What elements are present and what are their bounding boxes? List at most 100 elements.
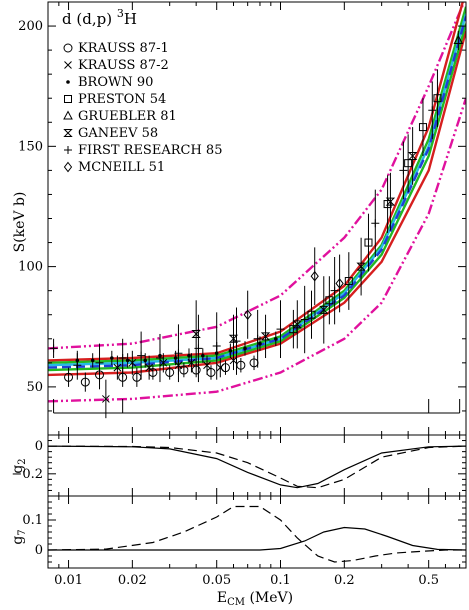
main-point-cross-13: [102, 395, 110, 403]
main-point-plus-71: [428, 106, 437, 115]
legend-marker-triangle: [63, 110, 73, 120]
main-point-plus-63: [212, 341, 221, 350]
main-point-square-38: [307, 310, 316, 319]
main-point-dot-26: [125, 358, 130, 363]
main-point-bowtie-52: [356, 262, 366, 271]
x-tick-label-1: 0.02: [118, 573, 147, 588]
main-point-bowtie-49: [260, 332, 271, 341]
main-point-plus-66: [276, 325, 285, 334]
g7-ylabel-sub: 7: [17, 529, 28, 535]
main-point-bowtie-47: [191, 329, 201, 338]
main-point-cross-16: [145, 363, 153, 372]
main-ytick-label-0: 50: [26, 380, 43, 395]
main-point-diamond-73: [310, 270, 319, 282]
g7-ytick-label-0: 0: [35, 543, 43, 558]
main-point-dot-24: [90, 358, 95, 363]
main-ytick-label-3: 200: [18, 19, 43, 34]
main-curve-2: [48, 2, 464, 362]
g2-ylabel-sub: 2: [17, 458, 28, 464]
legend-label-0: KRAUSS 87-1: [78, 41, 169, 56]
main-point-bowtie-51: [319, 305, 329, 314]
chart-title: d (d,p) 3H: [62, 7, 137, 28]
legend-label-1: KRAUSS 87-2: [78, 58, 169, 73]
main-curve-1: [48, 97, 466, 403]
main-point-plus-55: [49, 344, 58, 353]
g2-ytick-label-0: 0: [35, 439, 43, 454]
main-point-square-40: [344, 277, 353, 286]
main-point-plus-58: [118, 354, 127, 363]
main-point-bowtie-48: [228, 334, 239, 343]
legend-label-3: PRESTON 54: [78, 92, 166, 107]
main-point-triangle-46: [453, 34, 464, 44]
main-point-circle-0: [64, 372, 74, 382]
g7-curve-0: [48, 526, 466, 551]
main-point-plus-61: [174, 349, 183, 358]
g2-ylabel-main: g: [10, 465, 26, 474]
x-tick-label-4: 0.2: [334, 573, 355, 588]
legend-marker-circle: [63, 43, 73, 53]
main-point-plus-70: [399, 166, 408, 175]
main-point-dot-31: [201, 353, 205, 358]
main-point-circle-10: [220, 363, 230, 373]
x-tick-label-3: 0.1: [270, 573, 291, 588]
main-point-circle-1: [80, 377, 90, 387]
title-main: d (d,p): [62, 10, 117, 28]
main-point-dot-30: [187, 353, 191, 358]
x-tick-label-2: 0.05: [202, 573, 231, 588]
main-plot-area: [48, 2, 466, 419]
g2-curve-0: [48, 445, 466, 489]
main-ytick-label-2: 150: [18, 139, 43, 154]
main-point-square-42: [383, 200, 392, 209]
main-point-dot-29: [173, 356, 178, 360]
main-point-plus-65: [253, 334, 262, 343]
main-point-plus-67: [300, 315, 309, 324]
g2-ytick-label-1: −0.2: [11, 467, 43, 482]
xlabel-unit: (MeV): [245, 590, 293, 606]
main-point-plus-57: [95, 358, 104, 367]
main-point-square-41: [364, 238, 373, 247]
legend-marker-diamond: [63, 161, 73, 173]
main-point-diamond-72: [243, 309, 252, 321]
main-curve-5: [48, 23, 466, 372]
main-point-bowtie-50: [292, 320, 303, 329]
g7-ylabel-main: g: [10, 536, 26, 545]
main-point-plus-59: [137, 351, 146, 360]
main-point-square-45: [433, 94, 442, 103]
xlabel-main: E: [217, 590, 227, 606]
g7-curve-1: [48, 505, 466, 563]
legend-label-4: GRUEBLER 81: [78, 109, 177, 124]
main-y-axis-label: S(keV b): [12, 192, 28, 253]
main-point-dot-34: [243, 346, 247, 351]
main-curve-7: [48, 16, 466, 369]
g2-frame: [47, 434, 467, 497]
g7-y-axis-label: g7: [10, 529, 28, 544]
main-point-cross-15: [128, 358, 137, 367]
main-curve-0: [48, 2, 466, 350]
main-point-cross-21: [216, 363, 225, 372]
main-point-dot-35: [258, 341, 262, 346]
x-axis-label: ECM (MeV): [217, 590, 293, 608]
main-point-bowtie-53: [385, 197, 396, 206]
g7-panel: 00.1: [22, 495, 467, 569]
main-point-dot-25: [110, 356, 114, 360]
main-point-dot-27: [143, 358, 148, 363]
legend-label-2: BROWN 90: [78, 75, 153, 90]
g7-plot-area: [48, 505, 466, 563]
main-point-plus-62: [194, 344, 203, 353]
main-point-dot-36: [273, 336, 278, 341]
legend-label-7: MCNEILL 51: [78, 160, 165, 175]
main-point-plus-56: [73, 361, 82, 370]
main-ytick-label-1: 100: [18, 260, 43, 275]
main-point-plus-64: [232, 337, 241, 346]
x-tick-label-0: 0.01: [54, 573, 83, 588]
main-point-square-43: [404, 159, 413, 168]
main-point-square-39: [325, 296, 334, 305]
legend-marker-square: [64, 95, 72, 103]
main-panel: 50 100 150 200 KRAUSS 87-1 KRAUSS 87-2 BROWN 9…: [18, 1, 467, 436]
title-tail: H: [124, 10, 137, 28]
legend-marker-plus: [64, 146, 72, 154]
g2-y-axis-label: g2: [10, 458, 28, 473]
main-point-plus-60: [155, 354, 164, 363]
legend-marker-cross: [64, 61, 72, 69]
main-point-circle-6: [165, 367, 175, 377]
